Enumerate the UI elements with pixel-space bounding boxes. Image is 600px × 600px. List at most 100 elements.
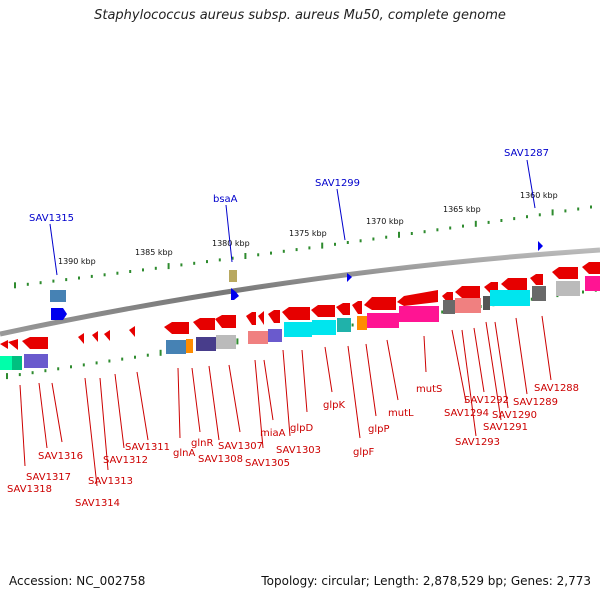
gene-label: glnR bbox=[191, 438, 213, 449]
topology-text: Topology: circular; Length: 2,878,529 bp… bbox=[261, 574, 591, 588]
scale-tick bbox=[159, 349, 162, 356]
scale-tick bbox=[231, 256, 234, 260]
gene-label: SAV1305 bbox=[245, 458, 290, 469]
scale-tick bbox=[474, 220, 477, 227]
scale-tick bbox=[282, 249, 285, 253]
scale-tick bbox=[116, 271, 119, 275]
scale-labels: 1390 kbp 1385 kbp 1380 kbp 1375 kbp 1370… bbox=[58, 191, 558, 266]
scale-tick bbox=[500, 219, 503, 222]
scale-tick bbox=[487, 220, 490, 224]
gene-label: SAV1291 bbox=[483, 422, 528, 433]
scale-tick bbox=[57, 367, 60, 371]
gene-label: SAV1311 bbox=[125, 442, 170, 453]
scale-tick bbox=[31, 371, 34, 375]
upper-label-lines bbox=[49, 159, 536, 276]
scale-tick bbox=[167, 263, 170, 270]
scale-tick bbox=[154, 266, 157, 270]
gene-label: SAV1294 bbox=[444, 408, 489, 419]
scale-tick bbox=[398, 231, 400, 238]
scale-tick bbox=[218, 258, 221, 262]
scale-tick bbox=[530, 297, 533, 301]
gene-label: glnA bbox=[173, 448, 195, 459]
scale-tick bbox=[180, 263, 183, 267]
scale-tick bbox=[108, 359, 111, 363]
cds-row-1 bbox=[0, 262, 600, 350]
feature-blue-arrow bbox=[51, 308, 67, 320]
scale-tick bbox=[78, 276, 80, 280]
feature-blue-small-arrow bbox=[538, 241, 543, 251]
scale-label: 1360 kbp bbox=[520, 191, 558, 200]
feature-blue-small-arrow bbox=[231, 288, 239, 300]
scale-tick bbox=[295, 248, 298, 252]
scale-tick bbox=[6, 373, 8, 380]
scale-label: 1365 kbp bbox=[443, 205, 481, 214]
scale-tick bbox=[206, 260, 208, 264]
gene-label: mutL bbox=[388, 408, 414, 419]
scale-tick bbox=[462, 224, 464, 228]
scale-tick bbox=[423, 230, 426, 234]
gene-label: SAV1290 bbox=[492, 410, 537, 421]
map-title: Staphylococcus aureus subsp. aureus Mu50… bbox=[94, 8, 506, 23]
scale-tick bbox=[18, 373, 21, 377]
gene-label: bsaA bbox=[213, 194, 238, 205]
accession-text: Accession: NC_002758 bbox=[9, 574, 146, 588]
scale-tick bbox=[270, 251, 272, 255]
genome-backbone bbox=[0, 247, 600, 337]
scale-tick bbox=[257, 253, 260, 257]
scale-tick bbox=[441, 310, 444, 314]
feature-khaki bbox=[229, 270, 237, 282]
gene-label: SAV1314 bbox=[75, 498, 120, 509]
scale-tick bbox=[551, 209, 554, 216]
scale-tick bbox=[436, 228, 439, 232]
scale-tick bbox=[121, 357, 124, 361]
scale-label: 1375 kbp bbox=[289, 229, 327, 238]
gene-label: SAV1287 bbox=[504, 148, 549, 159]
lower-labels: SAV1318 SAV1317 SAV1316 SAV1314 SAV1313 … bbox=[7, 383, 579, 509]
gene-label: SAV1292 bbox=[464, 395, 509, 406]
scale-tick bbox=[385, 235, 388, 239]
scale-tick bbox=[65, 278, 68, 282]
scale-tick bbox=[308, 246, 311, 250]
gene-label: glpF bbox=[353, 447, 374, 458]
scale-tick bbox=[95, 361, 98, 365]
gene-label: SAV1289 bbox=[513, 397, 558, 408]
scale-tick bbox=[538, 213, 541, 217]
upper-scale bbox=[14, 205, 592, 289]
scale-tick bbox=[321, 242, 324, 249]
scale-tick bbox=[449, 226, 452, 230]
scale-label: 1370 kbp bbox=[366, 217, 404, 226]
scale-tick bbox=[513, 217, 516, 221]
scale-tick bbox=[26, 282, 29, 286]
scale-tick bbox=[577, 207, 580, 211]
gene-label: miaA bbox=[260, 428, 286, 439]
lower-label-lines bbox=[19, 315, 552, 487]
gene-label: SAV1317 bbox=[26, 472, 71, 483]
gene-label: SAV1303 bbox=[276, 445, 321, 456]
scale-label: 1390 kbp bbox=[58, 257, 96, 266]
scale-tick bbox=[582, 290, 584, 294]
scale-tick bbox=[236, 338, 239, 345]
scale-tick bbox=[564, 209, 567, 213]
scale-tick bbox=[134, 355, 136, 359]
scale-tick bbox=[244, 253, 247, 259]
scale-tick bbox=[90, 274, 93, 278]
upper-features bbox=[50, 241, 543, 320]
scale-tick bbox=[526, 215, 528, 219]
scale-tick bbox=[193, 261, 196, 265]
gene-label: SAV1288 bbox=[534, 383, 579, 394]
scale-tick bbox=[142, 268, 144, 272]
gene-label: SAV1318 bbox=[7, 484, 52, 495]
gene-label: SAV1293 bbox=[455, 437, 500, 448]
scale-tick bbox=[351, 323, 354, 327]
gene-label: glpP bbox=[368, 424, 390, 435]
gene-label: SAV1308 bbox=[198, 454, 243, 465]
scale-tick bbox=[129, 270, 132, 273]
gene-label: SAV1299 bbox=[315, 178, 360, 189]
scale-label: 1385 kbp bbox=[135, 248, 173, 257]
feature-blue-small-arrow bbox=[347, 273, 352, 282]
scale-tick bbox=[146, 353, 149, 357]
gene-label: glpK bbox=[323, 400, 345, 411]
gene-label: SAV1316 bbox=[38, 451, 83, 462]
scale-tick bbox=[39, 281, 42, 285]
